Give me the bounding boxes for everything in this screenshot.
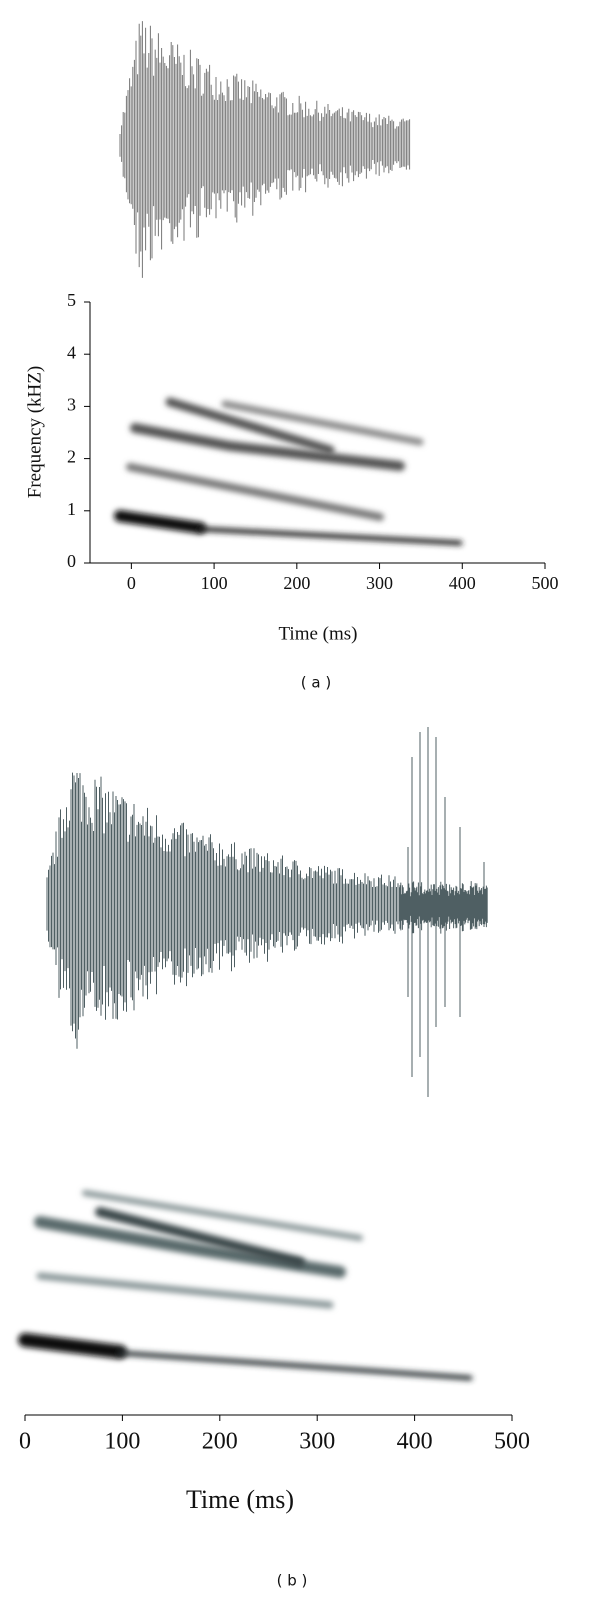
x-axis-label: Time (ms) bbox=[278, 623, 357, 644]
x-tick-label: 400 bbox=[397, 1429, 433, 1455]
y-tick-label: 3 bbox=[67, 395, 76, 415]
caption: ( b ) bbox=[277, 1572, 308, 1590]
x-tick-label: 100 bbox=[201, 573, 228, 593]
waveform-a bbox=[119, 21, 411, 278]
x-tick-label: 0 bbox=[19, 1429, 31, 1455]
caption: ( a ) bbox=[301, 674, 331, 692]
waveform-trace bbox=[399, 881, 488, 935]
x-tick-label: 500 bbox=[494, 1429, 530, 1455]
y-tick-label: 1 bbox=[67, 499, 76, 519]
x-tick-label: 0 bbox=[127, 573, 136, 593]
striations bbox=[360, 1195, 470, 1379]
waveform-b bbox=[46, 727, 488, 1097]
x-tick-label: 500 bbox=[532, 573, 559, 593]
waveform-trace bbox=[119, 21, 411, 278]
y-tick-label: 5 bbox=[67, 290, 76, 310]
x-tick-label: 200 bbox=[202, 1429, 238, 1455]
x-tick-label: 400 bbox=[449, 573, 476, 593]
y-tick-label: 0 bbox=[67, 551, 76, 571]
x-tick-label: 100 bbox=[104, 1429, 140, 1455]
y-tick-label: 4 bbox=[67, 342, 76, 362]
waveform-trace bbox=[46, 772, 400, 1049]
y-axis-label: Frequency (kHZ) bbox=[24, 366, 45, 498]
y-tick-label: 2 bbox=[67, 447, 76, 467]
spectrogram-a bbox=[114, 397, 463, 546]
x-tick-label: 200 bbox=[283, 573, 310, 593]
spectrogram-b bbox=[18, 1190, 473, 1381]
x-tick-label: 300 bbox=[299, 1429, 335, 1455]
x-axis-label: Time (ms) bbox=[186, 1485, 294, 1514]
x-tick-label: 300 bbox=[366, 573, 393, 593]
